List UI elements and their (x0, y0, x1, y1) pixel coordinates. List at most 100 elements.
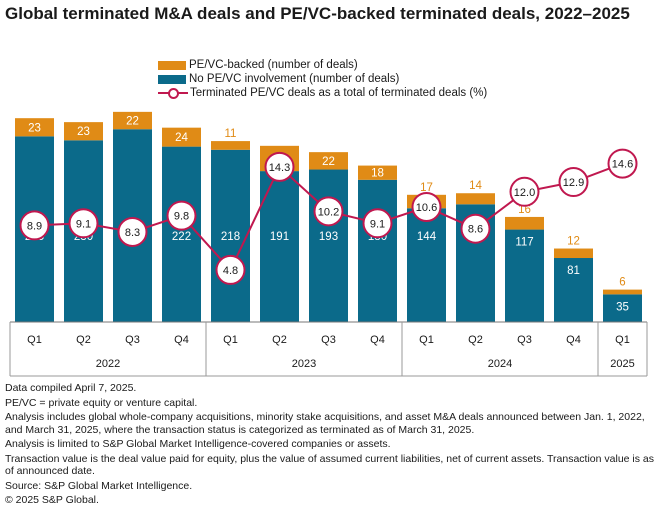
bar-pevc (15, 118, 54, 137)
bar-pevc (603, 289, 642, 295)
label-no-pevc: 222 (172, 231, 191, 243)
year-label: 2024 (488, 358, 512, 370)
pct-label: 8.3 (125, 227, 140, 239)
x-tick-label: Q2 (272, 334, 287, 346)
legend-item-pct: Terminated PE/VC deals as a total of ter… (158, 86, 487, 100)
chart-area: 2352323023244222222421811191321932218018… (9, 111, 648, 377)
label-pevc: 24 (175, 132, 188, 144)
pct-label: 9.1 (370, 218, 385, 230)
pct-marker (166, 200, 197, 231)
legend-swatch-no-pevc (158, 74, 186, 84)
bar-no-pevc (309, 169, 348, 322)
label-pevc: 6 (619, 277, 625, 289)
bar-no-pevc (603, 294, 642, 322)
pct-marker (68, 208, 99, 239)
note-source: Source: S&P Global Market Intelligence. (5, 479, 193, 492)
pct-marker (411, 191, 442, 222)
pct-marker (362, 208, 393, 239)
bar-pevc (309, 152, 348, 170)
x-tick-label: Q1 (27, 334, 42, 346)
bar-no-pevc (358, 179, 397, 322)
bar-no-pevc (211, 149, 250, 322)
note-analysis-scope: Analysis includes global whole-company a… (5, 411, 645, 436)
x-tick-label: Q1 (615, 334, 630, 346)
note-pevc-definition: PE/VC = private equity or venture capita… (5, 396, 198, 409)
label-pevc: 12 (567, 236, 580, 248)
label-pevc: 23 (28, 122, 41, 134)
pct-label: 9.8 (174, 211, 189, 223)
year-label: 2025 (610, 358, 634, 370)
x-tick-label: Q2 (76, 334, 91, 346)
bar-no-pevc (505, 229, 544, 322)
note-coverage: Analysis is limited to S&P Global Market… (5, 438, 391, 450)
bar-pevc (162, 127, 201, 147)
x-tick-label: Q1 (223, 334, 238, 346)
pct-label: 8.6 (468, 224, 483, 236)
bar-no-pevc (407, 208, 446, 322)
pct-marker (264, 151, 295, 182)
pct-marker (215, 254, 246, 285)
note-data-compiled: Data compiled April 7, 2025. (5, 382, 137, 394)
legend-label-pevc: PE/VC-backed (number of deals) (189, 59, 358, 71)
legend-item-no-pevc: No PE/VC involvement (number of deals) (158, 72, 487, 86)
legend-label-no-pevc: No PE/VC involvement (number of deals) (189, 73, 400, 85)
x-tick-label: Q4 (174, 334, 189, 346)
pct-label: 14.6 (612, 159, 633, 171)
legend: PE/VC-backed (number of deals) No PE/VC … (158, 58, 487, 100)
pct-marker (558, 167, 589, 198)
note-transaction-value: Transaction value is the deal value paid… (5, 452, 655, 478)
label-no-pevc: 218 (221, 231, 240, 243)
pct-marker (313, 196, 344, 227)
pct-label: 10.2 (318, 206, 339, 218)
pct-label: 10.6 (416, 202, 437, 214)
legend-line-marker (158, 86, 188, 100)
x-tick-label: Q3 (321, 334, 336, 346)
bar-pevc (505, 216, 544, 230)
label-pevc: 22 (126, 116, 139, 128)
pct-marker (460, 213, 491, 244)
pct-marker (117, 216, 148, 247)
label-no-pevc: 193 (319, 231, 338, 243)
x-tick-label: Q4 (566, 334, 581, 346)
legend-swatch-pevc (158, 60, 186, 70)
pct-label: 8.9 (27, 220, 42, 232)
x-tick-label: Q1 (419, 334, 434, 346)
pct-label: 12.9 (563, 177, 584, 189)
label-pevc: 14 (469, 180, 482, 192)
bar-pevc (554, 248, 593, 259)
bar-pevc (456, 193, 495, 205)
note-copyright: © 2025 S&P Global. (5, 494, 99, 506)
chart-notes: Data compiled April 7, 2025. PE/VC = pri… (5, 382, 655, 509)
label-pevc: 18 (371, 168, 384, 180)
year-label: 2023 (292, 358, 316, 370)
pct-marker (607, 148, 638, 179)
bar-pevc (211, 141, 250, 150)
chart-title: Global terminated M&A deals and PE/VC-ba… (5, 4, 630, 23)
bar-no-pevc (162, 146, 201, 322)
legend-item-pevc: PE/VC-backed (number of deals) (158, 58, 487, 72)
bar-pevc (64, 122, 103, 141)
bar-no-pevc (554, 258, 593, 322)
label-pevc: 22 (322, 156, 335, 168)
label-pevc: 16 (518, 204, 531, 216)
label-no-pevc: 35 (616, 301, 629, 313)
x-tick-label: Q2 (468, 334, 483, 346)
x-tick-label: Q3 (125, 334, 140, 346)
label-no-pevc: 144 (417, 231, 437, 243)
bar-pevc (113, 111, 152, 130)
label-pevc: 23 (77, 126, 90, 138)
pct-label: 14.3 (269, 162, 290, 174)
year-label: 2022 (96, 358, 120, 370)
x-tick-label: Q4 (370, 334, 385, 346)
x-tick-label: Q3 (517, 334, 532, 346)
label-no-pevc: 191 (270, 231, 289, 243)
legend-label-pct: Terminated PE/VC deals as a total of ter… (190, 87, 488, 99)
pct-marker (19, 210, 50, 241)
label-pevc: 17 (420, 182, 433, 194)
pct-marker (509, 176, 540, 207)
pct-label: 12.0 (514, 187, 535, 199)
pct-label: 4.8 (223, 265, 238, 277)
pct-label: 9.1 (76, 218, 91, 230)
label-no-pevc: 117 (515, 237, 533, 249)
label-pevc: 11 (225, 128, 237, 140)
